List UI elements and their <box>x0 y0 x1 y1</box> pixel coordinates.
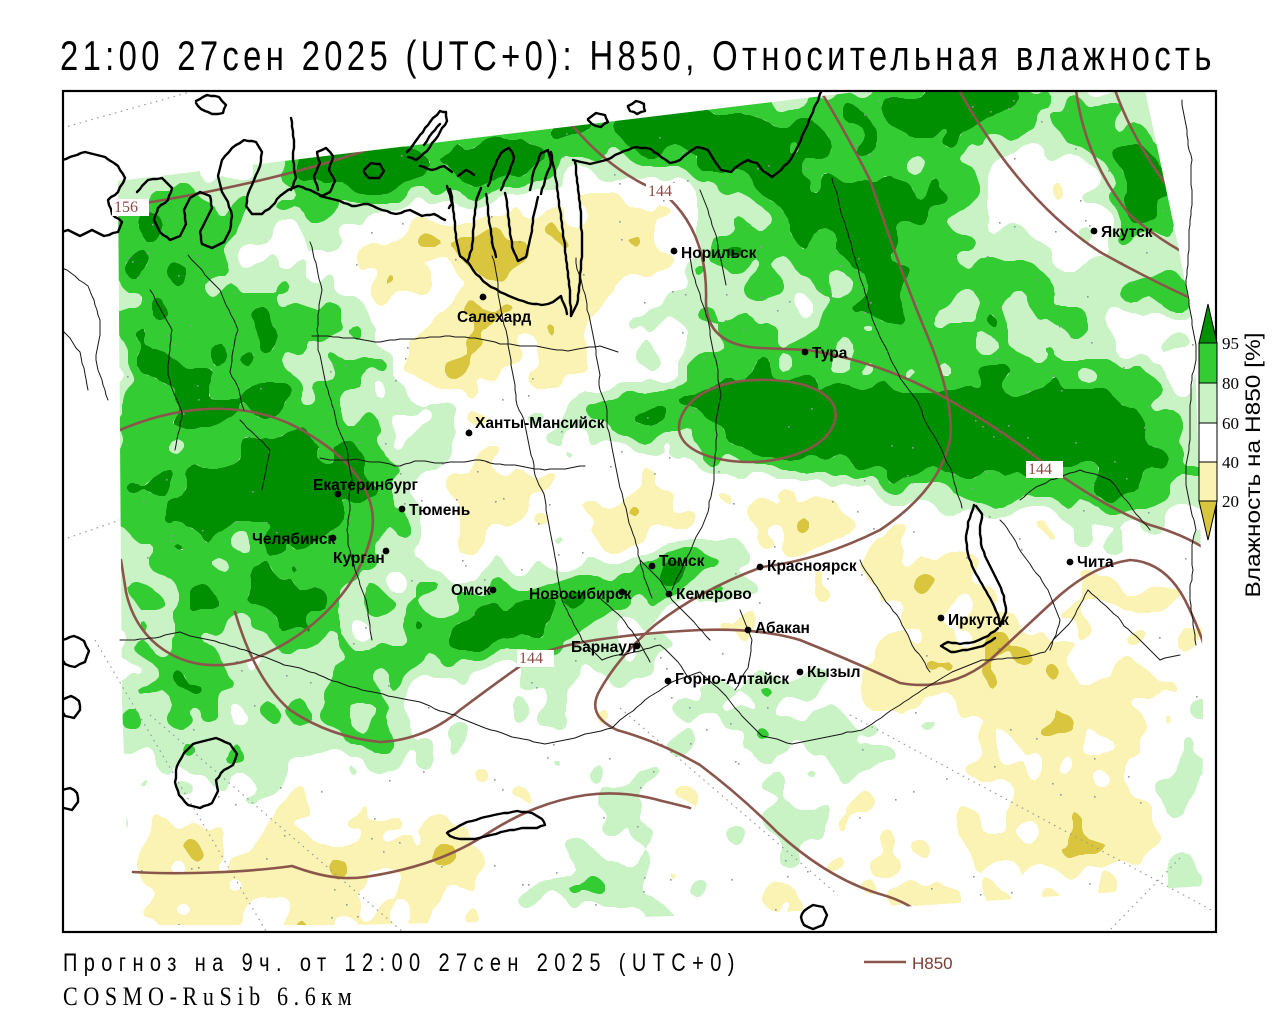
svg-text:60: 60 <box>1222 414 1239 433</box>
svg-text:144: 144 <box>1028 461 1052 478</box>
svg-text:Томск: Томск <box>659 553 705 570</box>
svg-text:Новосибирск: Новосибирск <box>529 586 632 603</box>
svg-text:COSMO-RuSib 6.6км: COSMO-RuSib 6.6км <box>63 983 357 1011</box>
svg-text:156: 156 <box>114 199 138 216</box>
svg-text:144: 144 <box>648 183 672 200</box>
svg-text:Ханты-Мансийск: Ханты-Мансийск <box>475 415 605 432</box>
svg-text:80: 80 <box>1222 374 1239 393</box>
svg-text:Красноярск: Красноярск <box>767 558 857 575</box>
svg-text:Тюмень: Тюмень <box>409 502 470 519</box>
svg-text:Тура: Тура <box>812 345 848 362</box>
svg-text:Прогноз на 9ч. от 12:00 27сен: Прогноз на 9ч. от 12:00 27сен 2025 (UTC+… <box>63 949 741 977</box>
svg-text:Влажность на H850 [%]: Влажность на H850 [%] <box>1242 333 1265 598</box>
svg-text:95: 95 <box>1222 334 1239 353</box>
svg-text:Норильск: Норильск <box>681 245 757 262</box>
svg-text:40: 40 <box>1222 453 1239 472</box>
svg-text:Омск: Омск <box>451 582 491 599</box>
svg-text:Курган: Курган <box>333 550 385 567</box>
svg-text:144: 144 <box>519 650 543 667</box>
svg-text:Кызыл: Кызыл <box>807 664 861 681</box>
svg-text:Екатеринбург: Екатеринбург <box>313 477 419 494</box>
svg-text:Горно-Алтайск: Горно-Алтайск <box>675 671 789 688</box>
svg-text:Якутск: Якутск <box>1101 224 1153 241</box>
svg-text:Челябинск: Челябинск <box>252 531 335 548</box>
svg-text:Барнаул: Барнаул <box>571 639 636 656</box>
svg-text:Абакан: Абакан <box>755 620 810 637</box>
svg-text:20: 20 <box>1222 492 1239 511</box>
svg-text:Чита: Чита <box>1077 554 1114 571</box>
svg-text:21:00 27сен 2025 (UTC+0): H850: 21:00 27сен 2025 (UTC+0): H850, Относите… <box>60 32 1216 79</box>
svg-text:Кемерово: Кемерово <box>676 586 752 603</box>
svg-text:H850: H850 <box>912 954 953 973</box>
svg-text:Иркутск: Иркутск <box>948 612 1009 629</box>
svg-text:Салехард: Салехард <box>457 309 531 326</box>
